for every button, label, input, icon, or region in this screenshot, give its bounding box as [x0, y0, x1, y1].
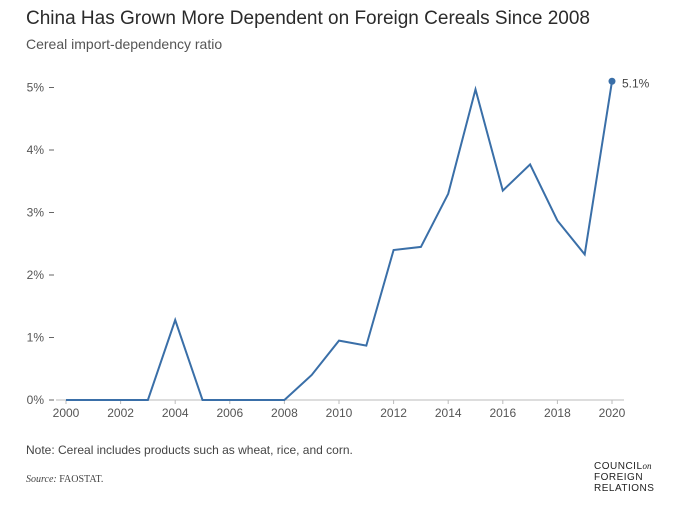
y-tick-label: 2% — [27, 268, 45, 282]
x-tick-label: 2020 — [599, 406, 626, 420]
chart-note: Note: Cereal includes products such as w… — [26, 443, 353, 457]
x-tick-label: 2012 — [380, 406, 407, 420]
logo-line-1-suffix: on — [642, 461, 652, 471]
series-line — [66, 81, 613, 401]
end-point-marker — [608, 77, 616, 85]
x-tick-label: 2018 — [544, 406, 571, 420]
x-tick-label: 2002 — [107, 406, 134, 420]
x-tick-label: 2016 — [489, 406, 516, 420]
chart-subtitle: Cereal import-dependency ratio — [26, 36, 223, 52]
end-value-label: 5.1% — [622, 76, 650, 90]
cfr-logo: COUNCILon FOREIGN RELATIONS — [594, 461, 654, 494]
x-tick-label: 2000 — [53, 406, 80, 420]
y-tick-label: 1% — [27, 331, 45, 345]
x-tick-label: 2010 — [326, 406, 353, 420]
source-line: Source: FAOSTAT. — [26, 474, 103, 485]
y-tick-label: 5% — [27, 81, 45, 95]
chart-title: China Has Grown More Dependent on Foreig… — [26, 8, 590, 29]
y-tick-label: 0% — [27, 393, 45, 407]
source-label: Source: — [26, 474, 57, 485]
source-text: FAOSTAT. — [59, 474, 104, 485]
x-tick-label: 2008 — [271, 406, 298, 420]
y-tick-label: 4% — [27, 143, 45, 157]
logo-line-1: COUNCIL — [594, 461, 643, 472]
x-tick-label: 2006 — [216, 406, 243, 420]
y-tick-label: 3% — [27, 206, 45, 220]
x-tick-label: 2014 — [435, 406, 462, 420]
logo-line-3: RELATIONS — [594, 483, 655, 494]
logo-line-2: FOREIGN — [594, 472, 644, 483]
x-tick-label: 2004 — [162, 406, 189, 420]
